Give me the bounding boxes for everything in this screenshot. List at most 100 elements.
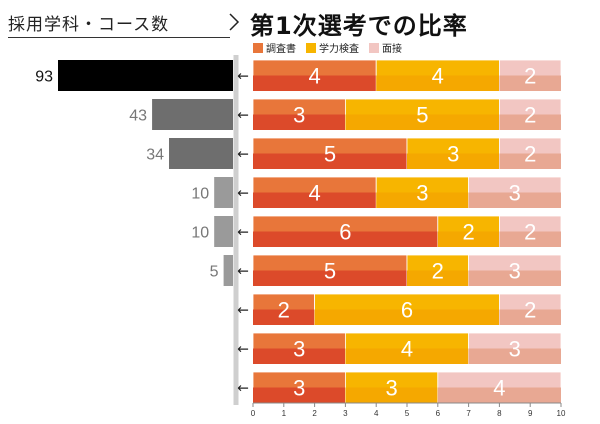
segment-label: 3 bbox=[447, 142, 459, 167]
segment-shade-0 bbox=[253, 114, 346, 130]
connector-arrow: ← bbox=[237, 147, 249, 163]
count-bar bbox=[214, 216, 233, 247]
segment-shade-0 bbox=[253, 153, 407, 169]
segment-label: 3 bbox=[509, 337, 521, 362]
x-tick-label: 0 bbox=[251, 409, 256, 418]
segment-label: 4 bbox=[308, 181, 320, 206]
segment-shade-1 bbox=[345, 114, 500, 130]
count-label: 93 bbox=[35, 69, 53, 86]
count-label: 34 bbox=[146, 147, 164, 164]
segment-label: 3 bbox=[385, 376, 397, 401]
segment-shade-1 bbox=[437, 231, 500, 247]
segment-label: 6 bbox=[339, 220, 351, 245]
segment-label: 2 bbox=[524, 64, 536, 89]
segment-shade-2 bbox=[437, 387, 561, 403]
segment-shade-1 bbox=[407, 270, 469, 286]
x-tick-label: 6 bbox=[436, 409, 441, 418]
legend-item-chousasho: 調査書 bbox=[253, 40, 296, 55]
segment-shade-2 bbox=[499, 114, 561, 130]
segment-label: 3 bbox=[416, 181, 428, 206]
segment-label: 2 bbox=[524, 103, 536, 128]
segment-shade-1 bbox=[407, 153, 500, 169]
segment-label: 2 bbox=[278, 298, 290, 323]
connector-arrow: ← bbox=[237, 342, 249, 358]
count-label: 5 bbox=[210, 264, 219, 281]
segment-shade-0 bbox=[253, 270, 407, 286]
segment-label: 3 bbox=[293, 103, 305, 128]
segment-label: 6 bbox=[401, 298, 413, 323]
segment-shade-2 bbox=[468, 270, 561, 286]
segment-shade-2 bbox=[468, 192, 561, 208]
x-tick-label: 1 bbox=[282, 409, 287, 418]
segment-label: 2 bbox=[524, 298, 536, 323]
segment-label: 3 bbox=[293, 376, 305, 401]
segment-shade-1 bbox=[314, 309, 500, 325]
segment-shade-1 bbox=[345, 387, 438, 403]
x-tick-label: 8 bbox=[497, 409, 502, 418]
legend-label-gakuryoku: 学力検査 bbox=[319, 44, 359, 55]
x-tick-label: 2 bbox=[312, 409, 317, 418]
legend-item-gakuryoku: 学力検査 bbox=[306, 40, 359, 55]
segment-label: 5 bbox=[324, 142, 336, 167]
segment-shade-0 bbox=[253, 75, 377, 91]
count-label: 10 bbox=[191, 225, 209, 242]
legend: 調査書 学力検査 面接 bbox=[253, 40, 402, 55]
segment-shade-2 bbox=[468, 348, 561, 364]
x-tick-label: 9 bbox=[528, 409, 533, 418]
segment-label: 4 bbox=[401, 337, 413, 362]
connector-arrow: ← bbox=[237, 303, 249, 319]
segment-label: 3 bbox=[509, 259, 521, 284]
legend-label-chousasho: 調査書 bbox=[266, 44, 296, 55]
connector-arrow: ← bbox=[237, 381, 249, 397]
segment-label: 5 bbox=[416, 103, 428, 128]
count-label: 43 bbox=[129, 108, 147, 125]
segment-shade-0 bbox=[253, 231, 438, 247]
connector-arrow: ← bbox=[237, 69, 249, 85]
connector-arrow: ← bbox=[237, 108, 249, 124]
legend-item-mensetsu: 面接 bbox=[369, 40, 402, 55]
segment-shade-1 bbox=[376, 192, 469, 208]
count-label: 10 bbox=[191, 186, 209, 203]
segment-shade-0 bbox=[253, 348, 346, 364]
segment-shade-1 bbox=[376, 75, 500, 91]
legend-swatch-chousasho bbox=[253, 42, 263, 53]
count-bar bbox=[58, 60, 233, 91]
x-tick-label: 4 bbox=[374, 409, 379, 418]
title-chevron bbox=[229, 13, 240, 31]
segment-label: 2 bbox=[432, 259, 444, 284]
segment-label: 2 bbox=[462, 220, 474, 245]
connector-arrow: ← bbox=[237, 186, 249, 202]
segment-label: 3 bbox=[293, 337, 305, 362]
segment-label: 2 bbox=[524, 142, 536, 167]
segment-shade-0 bbox=[253, 309, 315, 325]
segment-label: 4 bbox=[493, 376, 505, 401]
left-chart-title: 採用学科・コース数 bbox=[8, 10, 230, 38]
count-bar bbox=[169, 138, 233, 169]
segment-label: 4 bbox=[308, 64, 320, 89]
segment-shade-2 bbox=[499, 309, 561, 325]
segment-shade-1 bbox=[345, 348, 469, 364]
count-bar bbox=[214, 177, 233, 208]
legend-swatch-mensetsu bbox=[369, 42, 379, 53]
x-tick-label: 5 bbox=[405, 409, 410, 418]
segment-shade-0 bbox=[253, 387, 346, 403]
segment-shade-2 bbox=[499, 75, 561, 91]
segment-shade-2 bbox=[499, 231, 561, 247]
segment-label: 3 bbox=[509, 181, 521, 206]
segment-shade-2 bbox=[499, 153, 561, 169]
count-bar bbox=[223, 255, 233, 286]
count-bar bbox=[152, 99, 233, 130]
x-tick-label: 10 bbox=[557, 409, 566, 418]
connector-arrow: ← bbox=[237, 225, 249, 241]
x-tick-label: 7 bbox=[466, 409, 471, 418]
legend-label-mensetsu: 面接 bbox=[382, 44, 402, 55]
right-chart-title: 第1次選考での比率 bbox=[250, 12, 468, 40]
segment-label: 2 bbox=[524, 220, 536, 245]
segment-shade-0 bbox=[253, 192, 377, 208]
segment-label: 4 bbox=[432, 64, 444, 89]
legend-swatch-gakuryoku bbox=[306, 42, 316, 53]
segment-label: 5 bbox=[324, 259, 336, 284]
connector-arrow: ← bbox=[237, 264, 249, 280]
x-tick-label: 3 bbox=[343, 409, 348, 418]
